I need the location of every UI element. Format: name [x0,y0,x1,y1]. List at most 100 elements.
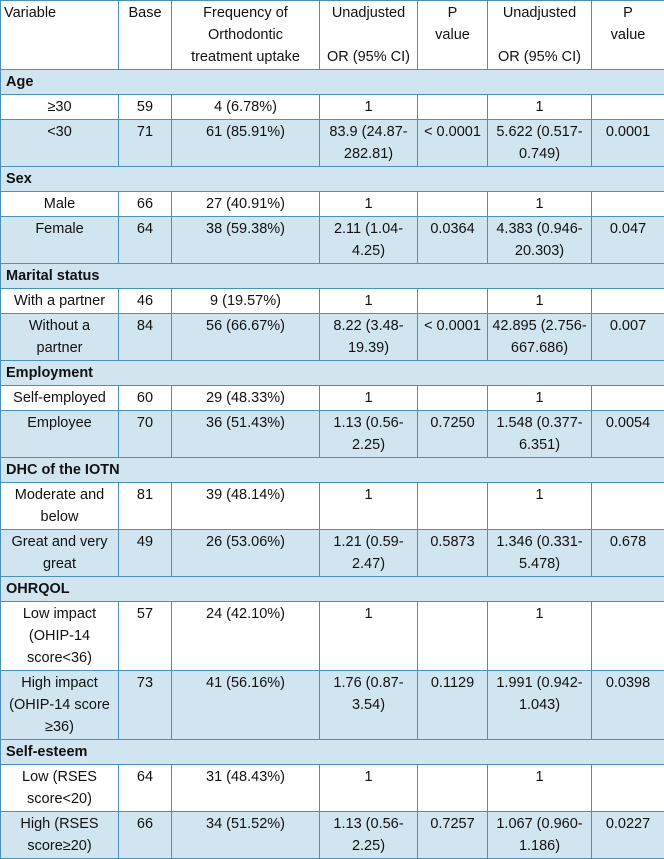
cell-variable: Female [1,217,119,264]
cell-p-value-1 [418,95,488,120]
group-header-row: Employment [1,361,664,386]
cell-frequency: 34 (51.52%) [172,812,320,859]
cell-p-value-2: 0.0227 [592,812,664,859]
cell-p-value-2: 0.0001 [592,120,664,167]
cell-unadjusted-or-2: 1.548 (0.377-6.351) [488,411,592,458]
cell-p-value-2: 0.678 [592,530,664,577]
cell-p-value-1: 0.0364 [418,217,488,264]
header-frequency-line3: treatment uptake [175,46,316,68]
header-unadjusted-2-line1: Unadjusted [491,2,588,24]
header-p2-line2: value [595,24,661,46]
cell-frequency: 36 (51.43%) [172,411,320,458]
table-header: Variable Base Frequency of Orthodontic t… [1,1,664,70]
cell-p-value-1 [418,765,488,812]
cell-frequency: 31 (48.43%) [172,765,320,812]
cell-unadjusted-or-1: 1 [320,483,418,530]
cell-base: 60 [119,386,172,411]
cell-frequency: 39 (48.14%) [172,483,320,530]
cell-base: 49 [119,530,172,577]
cell-frequency: 27 (40.91%) [172,192,320,217]
header-unadjusted-2-spacer [491,24,588,46]
group-label: Age [1,70,664,95]
group-header-row: Marital status [1,264,664,289]
cell-base: 70 [119,411,172,458]
cell-base: 64 [119,765,172,812]
cell-unadjusted-or-1: 83.9 (24.87-282.81) [320,120,418,167]
cell-p-value-2 [592,192,664,217]
cell-variable: With a partner [1,289,119,314]
cell-unadjusted-or-1: 1 [320,602,418,671]
cell-base: 73 [119,671,172,740]
group-label: Marital status [1,264,664,289]
group-label: Employment [1,361,664,386]
cell-unadjusted-or-1: 1 [320,192,418,217]
cell-unadjusted-or-1: 1 [320,289,418,314]
cell-base: 59 [119,95,172,120]
cell-unadjusted-or-2: 1 [488,602,592,671]
header-unadjusted-1-line3: OR (95% CI) [323,46,414,68]
cell-p-value-2: 0.0054 [592,411,664,458]
cell-p-value-1 [418,289,488,314]
cell-frequency: 4 (6.78%) [172,95,320,120]
header-variable-label: Variable [4,5,56,21]
cell-base: 84 [119,314,172,361]
cell-unadjusted-or-2: 1.991 (0.942-1.043) [488,671,592,740]
header-unadjusted-2-line3: OR (95% CI) [491,46,588,68]
cell-unadjusted-or-1: 1 [320,765,418,812]
cell-p-value-2: 0.007 [592,314,664,361]
group-label: DHC of the IOTN [1,458,664,483]
cell-unadjusted-or-1: 1.13 (0.56-2.25) [320,411,418,458]
cell-base: 71 [119,120,172,167]
cell-unadjusted-or-2: 5.622 (0.517-0.749) [488,120,592,167]
cell-unadjusted-or-2: 42.895 (2.756-667.686) [488,314,592,361]
header-p-value-1: P value [418,1,488,70]
cell-p-value-1 [418,386,488,411]
group-header-row: Sex [1,167,664,192]
header-variable: Variable [1,1,119,70]
header-base-label: Base [128,5,161,21]
cell-p-value-2 [592,386,664,411]
cell-unadjusted-or-2: 4.383 (0.946-20.303) [488,217,592,264]
cell-unadjusted-or-2: 1.346 (0.331-5.478) [488,530,592,577]
cell-unadjusted-or-1: 1.21 (0.59-2.47) [320,530,418,577]
cell-p-value-2 [592,483,664,530]
cell-frequency: 56 (66.67%) [172,314,320,361]
cell-frequency: 26 (53.06%) [172,530,320,577]
cell-p-value-1 [418,192,488,217]
cell-variable: <30 [1,120,119,167]
cell-unadjusted-or-1: 1 [320,95,418,120]
group-header-row: OHRQOL [1,577,664,602]
cell-unadjusted-or-2: 1 [488,95,592,120]
cell-unadjusted-or-1: 8.22 (3.48-19.39) [320,314,418,361]
cell-unadjusted-or-2: 1 [488,483,592,530]
cell-base: 46 [119,289,172,314]
cell-variable: Low impact (OHIP-14 score<36) [1,602,119,671]
cell-p-value-1: < 0.0001 [418,120,488,167]
cell-p-value-2 [592,289,664,314]
cell-frequency: 24 (42.10%) [172,602,320,671]
header-unadjusted-or-1: Unadjusted OR (95% CI) [320,1,418,70]
cell-unadjusted-or-2: 1 [488,765,592,812]
header-unadjusted-1-spacer [323,24,414,46]
cell-p-value-2: 0.047 [592,217,664,264]
header-frequency-line2: Orthodontic [175,24,316,46]
cell-variable: High (RSES score≥20) [1,812,119,859]
header-p1-line2: value [421,24,484,46]
header-base: Base [119,1,172,70]
cell-variable: Self-employed [1,386,119,411]
cell-variable: Moderate and below [1,483,119,530]
group-label: Self-esteem [1,740,664,765]
cell-variable: Low (RSES score<20) [1,765,119,812]
cell-p-value-2: 0.0398 [592,671,664,740]
group-label: OHRQOL [1,577,664,602]
